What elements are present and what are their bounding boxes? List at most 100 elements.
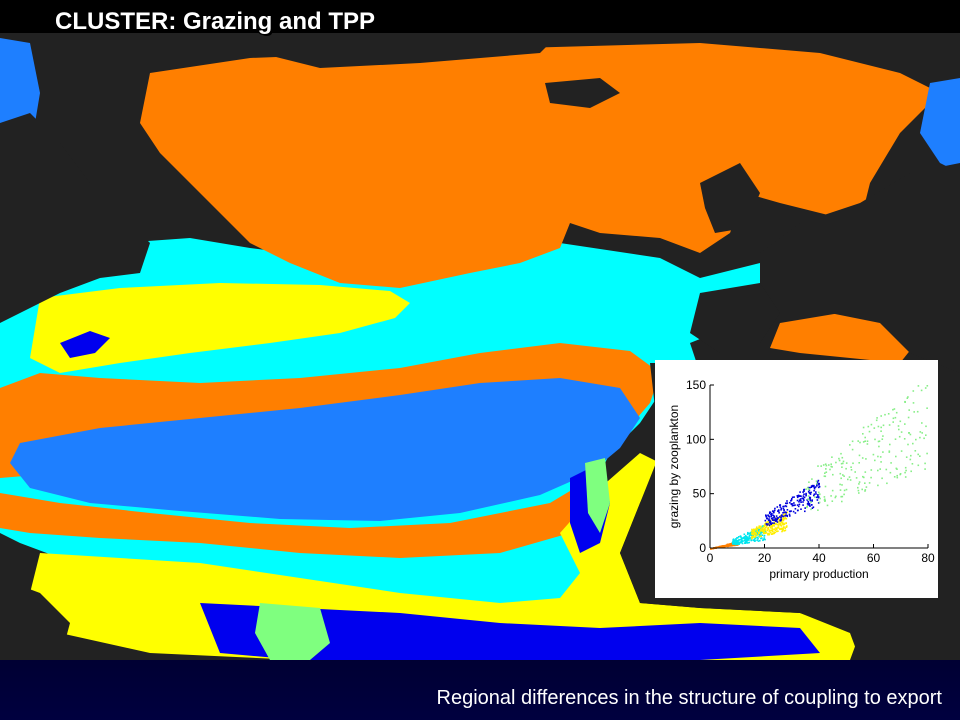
scatter-point <box>757 531 760 534</box>
scatter-point <box>917 453 919 456</box>
scatter-point <box>800 501 802 503</box>
scatter-point <box>811 500 813 502</box>
scatter-point <box>807 490 810 493</box>
scatter-point <box>819 493 821 495</box>
scatter-point <box>877 484 879 487</box>
scatter-point <box>763 530 765 532</box>
scatter-point <box>817 509 819 511</box>
scatter-point <box>756 539 758 542</box>
scatter-point <box>864 490 866 492</box>
scatter-point <box>739 535 742 537</box>
scatter-point <box>810 504 813 506</box>
scatter-point <box>786 500 788 502</box>
scatter-point <box>780 509 782 511</box>
scatter-point <box>766 529 769 532</box>
scatter-point <box>710 548 712 550</box>
scatter-point <box>783 522 785 525</box>
scatter-point <box>772 510 774 512</box>
scatter-point <box>723 545 726 548</box>
scatter-point <box>815 491 817 493</box>
scatter-point <box>908 432 910 434</box>
scatter-point <box>721 545 724 548</box>
scatter-point <box>782 513 785 516</box>
scatter-point <box>759 535 761 538</box>
scatter-point <box>745 536 747 538</box>
scatter-point <box>736 540 739 542</box>
scatter-point <box>784 505 787 507</box>
scatter-point <box>822 464 825 466</box>
scatter-point <box>774 529 777 531</box>
scatter-point <box>784 517 786 520</box>
scatter-point <box>772 511 775 514</box>
scatter-point <box>784 512 786 515</box>
scatter-point <box>895 467 898 470</box>
scatter-point <box>752 533 754 536</box>
scatter-point <box>761 530 764 532</box>
scatter-point <box>757 533 759 535</box>
scatter-point <box>770 517 773 520</box>
x-tick-label: 80 <box>921 551 935 565</box>
scatter-point <box>877 469 879 472</box>
scatter-point <box>823 499 826 501</box>
scatter-point <box>804 507 806 509</box>
scatter-point <box>744 540 747 543</box>
scatter-point <box>810 486 813 488</box>
scatter-point <box>792 510 795 513</box>
scatter-point <box>797 494 800 497</box>
scatter-point <box>809 499 812 502</box>
scatter-point <box>807 500 809 503</box>
scatter-point <box>803 488 806 491</box>
scatter-point <box>830 463 832 465</box>
scatter-point <box>917 385 920 387</box>
scatter-point <box>783 530 786 532</box>
scatter-point <box>746 540 748 543</box>
scatter-point <box>888 450 891 452</box>
scatter-point <box>893 408 896 410</box>
scatter-point <box>818 491 820 494</box>
scatter-point <box>888 451 891 453</box>
scatter-point <box>814 486 817 488</box>
scatter-point <box>771 533 774 535</box>
scatter-point <box>733 544 736 547</box>
scatter-point <box>843 493 845 496</box>
scatter-point <box>785 526 788 528</box>
scatter-point <box>807 498 810 501</box>
scatter-point <box>802 491 804 493</box>
scatter-plot: 0 20 40 60 80 0 50 100 150 primary production g… <box>667 378 935 581</box>
scatter-point <box>835 461 837 464</box>
scatter-point <box>771 530 774 533</box>
scatter-point <box>840 452 842 455</box>
scatter-point <box>760 525 762 528</box>
scatter-point <box>887 413 890 415</box>
scatter-point <box>732 539 734 541</box>
scatter-point <box>771 525 773 528</box>
scatter-point <box>920 389 923 392</box>
scatter-point <box>754 531 756 534</box>
scatter-point <box>828 464 830 466</box>
scatter-point <box>817 494 819 496</box>
scatter-point <box>768 533 770 535</box>
scatter-point <box>812 485 815 488</box>
scatter-point <box>831 456 833 458</box>
y-tick-label: 0 <box>699 541 706 555</box>
scatter-point <box>882 424 885 427</box>
scatter-point <box>771 527 773 530</box>
scatter-point <box>778 523 780 525</box>
scatter-point <box>741 542 744 545</box>
scatter-point <box>780 525 783 527</box>
scatter-point <box>759 532 762 535</box>
scatter-point <box>864 436 866 439</box>
scatter-point <box>769 522 772 525</box>
scatter-point <box>796 495 799 497</box>
scatter-point <box>926 452 928 455</box>
scatter-point <box>850 466 852 468</box>
scatter-point <box>864 482 866 484</box>
scatter-point <box>797 509 799 512</box>
scatter-point <box>897 425 900 427</box>
scatter-point <box>782 518 785 521</box>
scatter-point <box>909 433 912 436</box>
scatter-point <box>905 456 908 458</box>
scatter-point <box>768 524 771 527</box>
scatter-point <box>845 488 848 491</box>
scatter-point <box>778 510 780 512</box>
